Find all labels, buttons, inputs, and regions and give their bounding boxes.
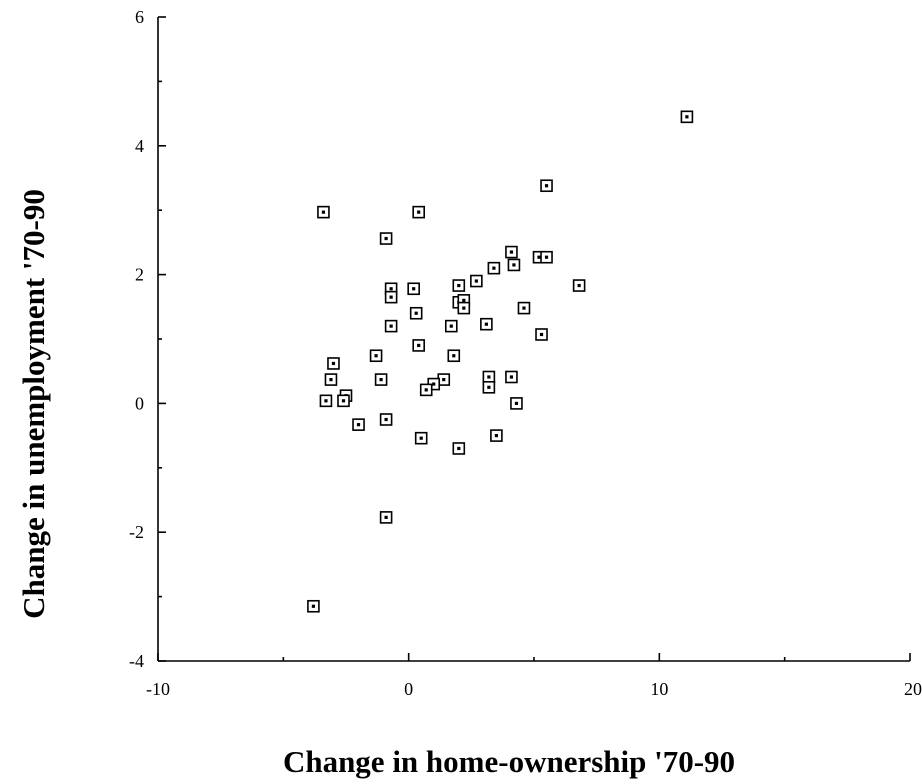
x-tick-label: 10 bbox=[650, 679, 668, 699]
data-point bbox=[505, 370, 518, 384]
y-tick-label: 6 bbox=[135, 7, 144, 27]
data-point bbox=[507, 258, 521, 272]
x-tick-label: -10 bbox=[146, 679, 170, 699]
data-point bbox=[412, 205, 425, 219]
data-point bbox=[572, 279, 586, 292]
y-tick-label: 2 bbox=[135, 265, 144, 285]
data-points bbox=[307, 110, 694, 613]
data-point bbox=[337, 394, 350, 408]
data-point bbox=[352, 418, 365, 431]
data-point bbox=[379, 232, 393, 245]
x-tick-label: 0 bbox=[404, 679, 413, 699]
data-point bbox=[369, 349, 383, 363]
data-point bbox=[452, 442, 466, 455]
data-point bbox=[487, 261, 501, 275]
data-point bbox=[510, 397, 523, 410]
x-axis-title: Change in home-ownership '70-90 bbox=[283, 744, 735, 779]
y-tick-label: -2 bbox=[129, 522, 144, 542]
data-point bbox=[384, 290, 398, 304]
data-point bbox=[457, 301, 471, 315]
data-point bbox=[412, 339, 425, 352]
data-point bbox=[327, 357, 340, 370]
data-point bbox=[307, 599, 320, 613]
data-point bbox=[447, 349, 461, 363]
data-point bbox=[540, 250, 553, 264]
data-point bbox=[490, 429, 503, 442]
data-point bbox=[407, 282, 420, 296]
data-point bbox=[419, 383, 433, 397]
data-point bbox=[324, 373, 338, 386]
data-point bbox=[317, 205, 330, 219]
x-axis-ticks: -10 0 10 20 bbox=[146, 653, 922, 699]
data-point bbox=[452, 279, 466, 292]
y-tick-label: 4 bbox=[135, 136, 144, 156]
data-point bbox=[444, 319, 458, 333]
data-point bbox=[482, 380, 496, 394]
data-point bbox=[535, 328, 548, 341]
y-tick-label: 0 bbox=[135, 393, 144, 413]
data-point bbox=[379, 413, 393, 426]
data-point bbox=[414, 431, 428, 445]
data-point bbox=[384, 319, 398, 333]
y-tick-label: -4 bbox=[129, 651, 144, 671]
data-point bbox=[409, 306, 423, 320]
x-tick-label: 20 bbox=[904, 679, 922, 699]
data-point bbox=[482, 370, 496, 384]
data-point bbox=[680, 110, 694, 124]
data-point bbox=[540, 179, 553, 193]
y-axis-title: Change in unemployment '70-90 bbox=[16, 189, 51, 619]
data-point bbox=[374, 373, 388, 386]
y-axis-ticks: -4 -2 0 2 4 6 bbox=[129, 7, 166, 671]
data-point bbox=[319, 394, 333, 408]
data-point bbox=[505, 245, 518, 259]
data-point bbox=[379, 511, 393, 524]
data-point bbox=[517, 301, 531, 315]
data-point bbox=[470, 274, 483, 288]
data-point bbox=[480, 317, 493, 331]
